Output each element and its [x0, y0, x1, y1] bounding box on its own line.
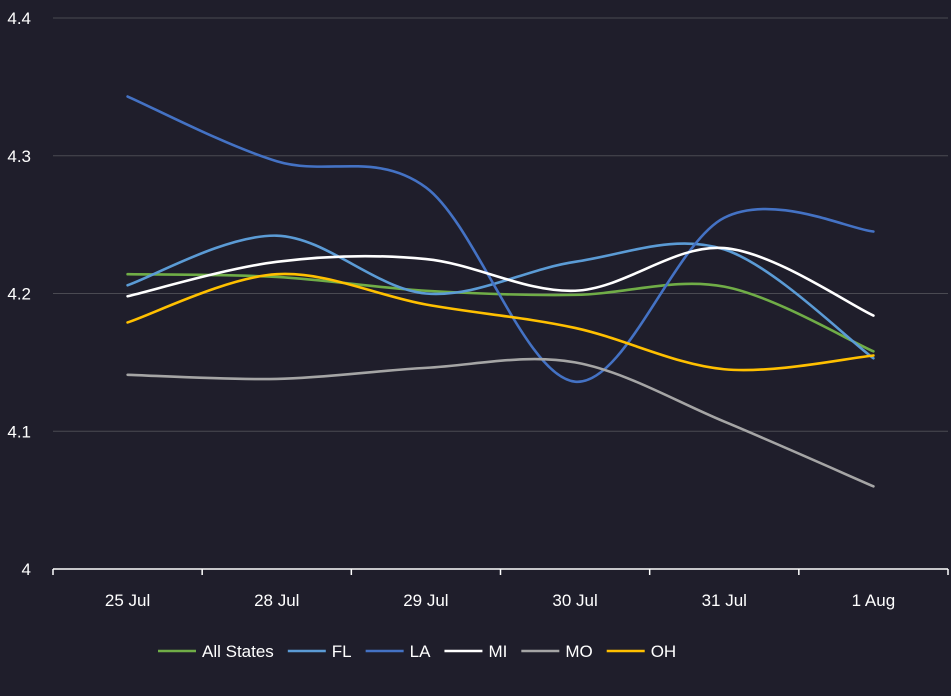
series-line-fl — [126, 234, 875, 360]
legend-label: All States — [202, 642, 274, 661]
x-tick-label: 31 Jul — [702, 591, 747, 610]
series-line-mi — [126, 246, 875, 317]
x-axis-tick-labels: 25 Jul 28 Jul 29 Jul 30 Jul 31 Jul 1 Aug — [105, 591, 895, 610]
series-line-all-states — [126, 272, 875, 353]
legend-item-mo: MO — [521, 642, 593, 661]
y-tick-label: 4.3 — [7, 147, 31, 166]
x-axis — [52, 568, 949, 575]
y-axis-tick-labels: 4 4.1 4.2 4.3 4.4 — [7, 9, 31, 579]
series-line-la — [126, 95, 875, 383]
legend-item-all-states: All States — [158, 642, 274, 661]
legend-label: MO — [565, 642, 592, 661]
gridlines — [53, 17, 948, 432]
legend: All States FL LA MI MO OH — [158, 642, 676, 661]
legend-item-oh: OH — [606, 642, 677, 661]
legend-label: FL — [332, 642, 352, 661]
legend-item-fl: FL — [287, 642, 352, 661]
y-tick-label: 4.1 — [7, 422, 31, 441]
legend-label: OH — [651, 642, 677, 661]
legend-label: LA — [410, 642, 431, 661]
y-tick-label: 4.2 — [7, 285, 31, 304]
series-line-mo — [126, 357, 875, 488]
x-tick-label: 1 Aug — [852, 591, 896, 610]
series-line-oh — [126, 272, 875, 372]
y-tick-label: 4.4 — [7, 9, 31, 28]
y-tick-label: 4 — [22, 560, 31, 579]
x-tick-label: 30 Jul — [552, 591, 597, 610]
legend-label: MI — [488, 642, 507, 661]
series-lines — [126, 95, 875, 488]
x-tick-label: 28 Jul — [254, 591, 299, 610]
x-tick-label: 29 Jul — [403, 591, 448, 610]
legend-item-mi: MI — [444, 642, 507, 661]
legend-item-la: LA — [365, 642, 431, 661]
x-tick-label: 25 Jul — [105, 591, 150, 610]
